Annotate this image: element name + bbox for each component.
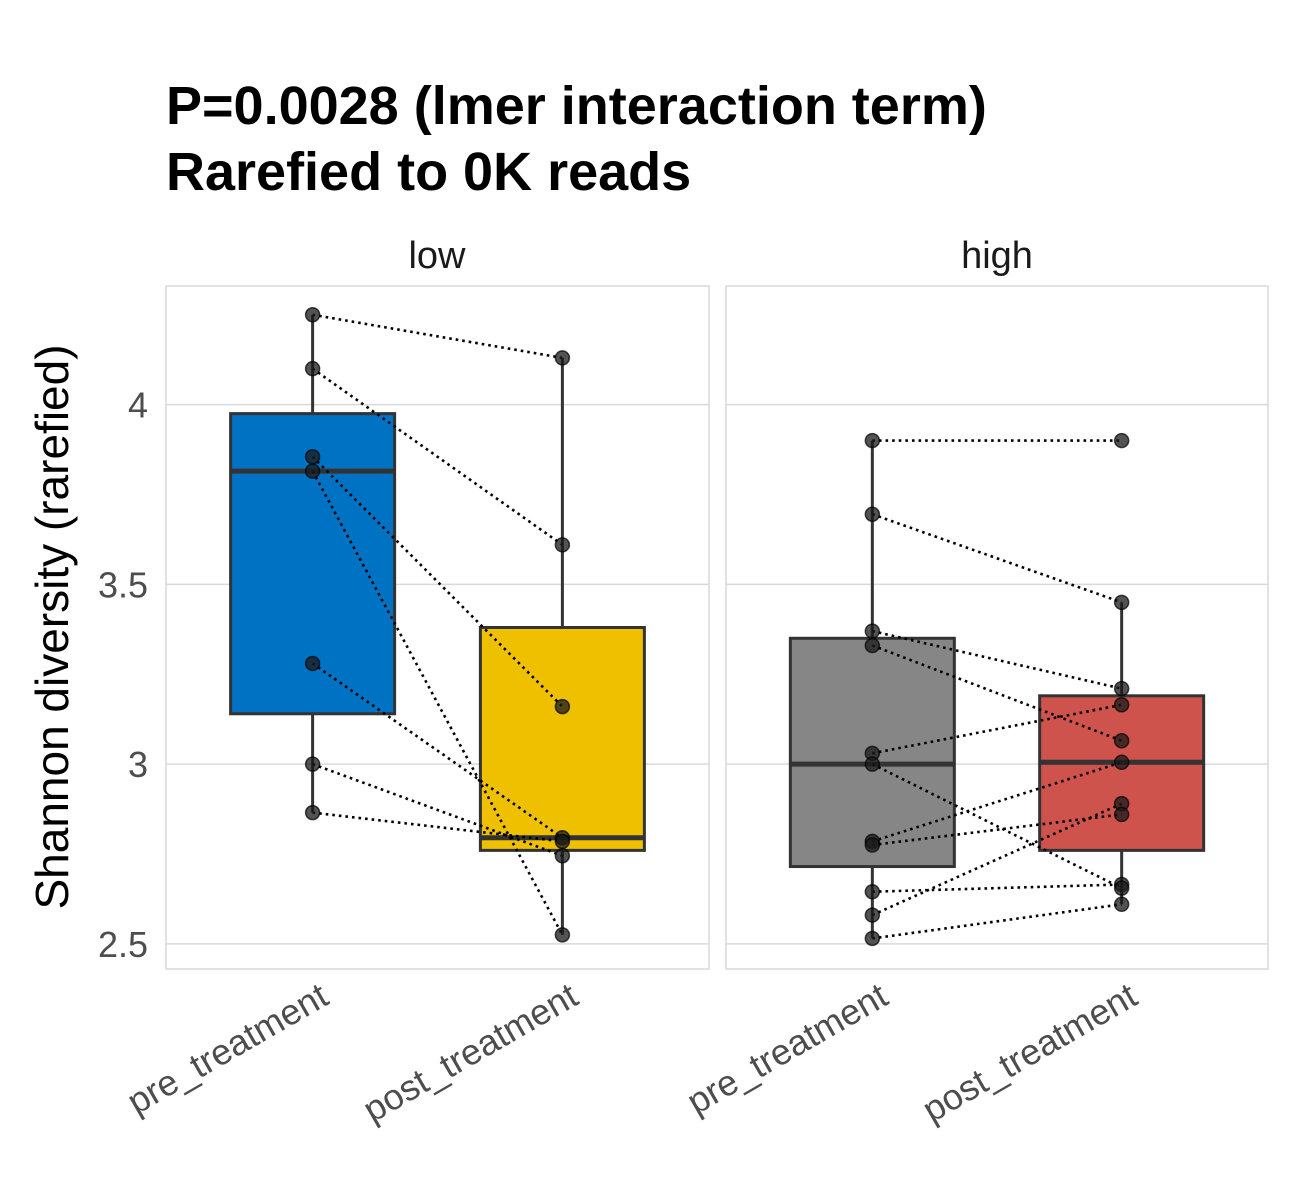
data-point [1113, 732, 1130, 749]
data-point [1113, 880, 1130, 896]
data-point [864, 623, 881, 639]
data-point [554, 350, 571, 366]
x-tick-label: post_treatment [356, 974, 584, 1130]
pair-line [312, 313, 563, 360]
boxplot-low-post_treatment [478, 357, 646, 935]
chart-title-line-2: Rarefied to 0K reads [166, 142, 691, 202]
data-point [864, 883, 881, 900]
y-tick-label: 2.5 [98, 924, 148, 965]
boxplot-high-post_treatment [1038, 602, 1206, 905]
y-tick-label: 3 [128, 744, 148, 785]
y-tick-label: 3.5 [98, 564, 148, 605]
facet-panel-low: low [165, 235, 710, 970]
pair-line [312, 762, 563, 857]
pair-line [871, 513, 1123, 604]
data-point [864, 930, 881, 947]
pair-line [311, 662, 564, 839]
panel-border [725, 285, 1269, 970]
data-point [864, 432, 881, 449]
boxplot-low-pre_treatment [229, 314, 397, 813]
data-point [1113, 896, 1130, 913]
data-point [864, 637, 881, 654]
pair-line [872, 703, 1122, 755]
data-point [1113, 754, 1130, 771]
pair-line [871, 761, 1123, 843]
x-tick-label: pre_treatment [680, 974, 895, 1122]
pair-line [871, 644, 1123, 742]
data-point [554, 927, 571, 943]
facet-strip-label-high: high [961, 235, 1033, 277]
pair-line [311, 470, 564, 936]
facet-strip-label-low: low [408, 235, 466, 277]
data-point [1113, 806, 1130, 823]
pair-line [872, 903, 1122, 940]
x-tick-label: pre_treatment [120, 974, 335, 1122]
x-tick-label: post_treatment [915, 974, 1143, 1130]
data-point [1113, 697, 1130, 713]
y-tick-label: 4 [128, 385, 148, 426]
data-point [304, 756, 321, 772]
box-iqr [1038, 694, 1206, 852]
pair-line [311, 367, 564, 546]
data-point [304, 655, 321, 672]
box-iqr [478, 626, 646, 852]
facet-panel-high: high [725, 235, 1269, 970]
data-point [554, 537, 571, 553]
data-point [304, 804, 321, 821]
y-axis-label: Shannon diversity (rarefied) [26, 344, 78, 909]
data-point [554, 833, 571, 850]
pair-line [872, 883, 1122, 894]
data-point [864, 837, 881, 853]
data-point [864, 506, 881, 523]
data-point [1113, 680, 1130, 697]
panel-border [165, 285, 710, 970]
pair-line [312, 811, 563, 843]
data-point [304, 463, 321, 479]
pair-line [872, 813, 1122, 847]
data-point [304, 360, 321, 377]
data-point [304, 449, 321, 465]
data-point [554, 698, 571, 715]
data-point [554, 848, 571, 864]
data-point [864, 756, 881, 772]
y-axis-ticks: 2.5 3 3.5 4 [98, 385, 148, 965]
data-point [864, 907, 881, 923]
data-point [1113, 432, 1130, 449]
x-axis-ticks: pre_treatment post_treatment pre_treatment… [120, 974, 1144, 1130]
data-point [304, 307, 321, 323]
chart-title-line-1: P=0.0028 (lmer interaction term) [166, 76, 987, 136]
pair-line [872, 629, 1122, 690]
pair-line [871, 762, 1123, 890]
data-point [1113, 594, 1130, 611]
